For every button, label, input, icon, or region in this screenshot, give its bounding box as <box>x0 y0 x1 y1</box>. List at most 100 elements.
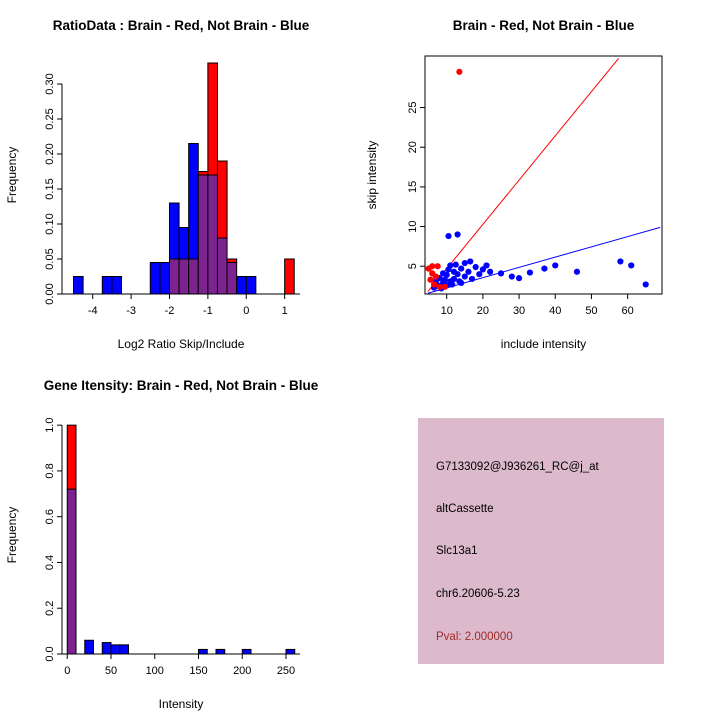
gene-info-box: G7133092@J936261_RC@j_at altCassette Slc… <box>418 418 664 664</box>
x-tick-label: 60 <box>622 305 634 317</box>
x-axis-label: Log2 Ratio Skip/Include <box>118 337 245 351</box>
x-tick-label: 0 <box>64 665 70 677</box>
not-brain-point <box>452 261 459 268</box>
plot-frame <box>424 55 663 295</box>
x-axis-label: Intensity <box>159 697 204 711</box>
x-tick-label: 40 <box>549 305 561 317</box>
not-brain-point <box>541 265 548 272</box>
hist-bar-blue <box>168 202 180 260</box>
brain-point <box>436 283 443 290</box>
x-tick-label: 30 <box>513 305 525 317</box>
x-tick-label: 10 <box>441 305 453 317</box>
x-tick-label: 200 <box>233 665 251 677</box>
hist-bar-blue <box>241 648 252 655</box>
intensity-scatter-panel: 10 20 30 40 50 60 5 10 15 20 25 Brain - Red, Not Br… <box>360 0 720 360</box>
ratio-hist-svg: -4 -3 -2 -1 0 1 0.00 0.05 0.10 0.15 0.20 0.25 0.30 Ra… <box>5 18 310 351</box>
not-brain-fit-line <box>427 226 661 294</box>
hist-bar-red <box>216 160 228 239</box>
not-brain-point <box>441 276 449 283</box>
probe-id-text: G7133092@J936261_RC@j_at <box>436 461 599 473</box>
hist-bar-blue <box>111 276 123 295</box>
hist-bar-blue <box>236 276 247 295</box>
y-tick-label: 10 <box>407 220 419 232</box>
not-brain-point <box>458 265 465 272</box>
gene-histogram-panel: 0 50 100 150 200 250 0.0 0.2 0.4 0.6 0.8 1.0 Gene It… <box>0 360 360 720</box>
hist-bar-blue <box>84 639 94 655</box>
y-axis-label: skip intensity <box>365 141 379 210</box>
not-brain-point <box>515 275 523 282</box>
hist-bar-overlap <box>207 174 218 295</box>
splice-type-text: altCassette <box>436 503 494 515</box>
not-brain-point <box>461 273 468 280</box>
hist-bar-blue <box>159 262 170 295</box>
x-tick-label: -2 <box>165 305 175 317</box>
hist-bar-blue <box>119 644 129 655</box>
brain-point <box>434 263 441 270</box>
hist-bar-blue <box>101 642 112 655</box>
not-brain-point <box>552 262 559 269</box>
y-tick-label: 20 <box>407 141 419 153</box>
not-brain-point <box>508 273 515 280</box>
y-tick-label: 0.20 <box>44 143 56 164</box>
not-brain-point <box>447 262 454 269</box>
not-brain-point <box>497 270 505 277</box>
y-tick-label: 0.2 <box>44 601 56 616</box>
not-brain-point <box>445 232 452 240</box>
hist-bar-blue <box>285 648 296 655</box>
hist-bar-blue <box>215 648 226 655</box>
chart-title: Gene Itensity: Brain - Red, Not Brain - … <box>44 378 319 393</box>
y-tick-label: 25 <box>407 101 419 113</box>
not-brain-point <box>449 281 456 288</box>
hist-bar-red <box>226 258 238 263</box>
hist-bar-red <box>197 171 209 176</box>
gene-hist-svg: 0 50 100 150 200 250 0.0 0.2 0.4 0.6 0.8 1.0 Gene It… <box>5 378 319 711</box>
y-tick-label: 0.6 <box>44 509 56 524</box>
brain-point <box>456 68 463 75</box>
brain-point <box>432 273 439 280</box>
brain-point <box>429 263 436 270</box>
x-tick-label: -1 <box>203 305 213 317</box>
y-tick-label: 0.15 <box>44 178 56 199</box>
not-brain-point <box>483 262 490 269</box>
hist-bar-overlap <box>168 258 180 295</box>
x-tick-label: 20 <box>477 305 489 317</box>
not-brain-point <box>472 263 479 271</box>
not-brain-point <box>487 268 494 275</box>
brain-point <box>441 283 449 290</box>
hist-bar-red <box>284 258 295 295</box>
y-axis-label: Frequency <box>5 147 19 204</box>
y-tick-label: 15 <box>407 181 419 193</box>
hist-bar-overlap <box>197 174 209 295</box>
not-brain-point <box>617 258 624 265</box>
hist-bar-blue <box>245 276 257 295</box>
x-tick-label: 0 <box>243 305 249 317</box>
hist-bar-blue <box>178 227 190 260</box>
brain-fit-line <box>427 58 619 292</box>
x-tick-label: 50 <box>585 305 597 317</box>
chart-title: RatioData : Brain - Red, Not Brain - Blu… <box>53 18 310 33</box>
not-brain-point <box>454 271 461 278</box>
y-tick-label: 0.25 <box>44 108 56 129</box>
not-brain-point <box>454 231 461 238</box>
not-brain-point <box>461 259 468 267</box>
hist-bar-overlap <box>226 262 238 295</box>
x-tick-label: 250 <box>277 665 295 677</box>
not-brain-point <box>479 266 486 273</box>
hist-bar-red <box>66 424 77 490</box>
pval-text: Pval: 2.000000 <box>436 631 513 643</box>
hist-bar-blue <box>149 262 161 295</box>
y-tick-label: 0.8 <box>44 463 56 478</box>
brain-point <box>427 276 434 283</box>
hist-bar-blue <box>188 143 199 260</box>
not-brain-point <box>628 262 635 269</box>
not-brain-point <box>468 275 476 283</box>
not-brain-point <box>467 258 474 265</box>
hist-bar-overlap <box>66 488 77 655</box>
hist-bar-blue <box>110 644 121 655</box>
x-tick-label: 1 <box>282 305 288 317</box>
not-brain-point <box>573 268 581 275</box>
not-brain-point <box>450 275 458 283</box>
chart-title: Brain - Red, Not Brain - Blue <box>453 18 635 33</box>
hist-bar-overlap <box>188 258 199 295</box>
